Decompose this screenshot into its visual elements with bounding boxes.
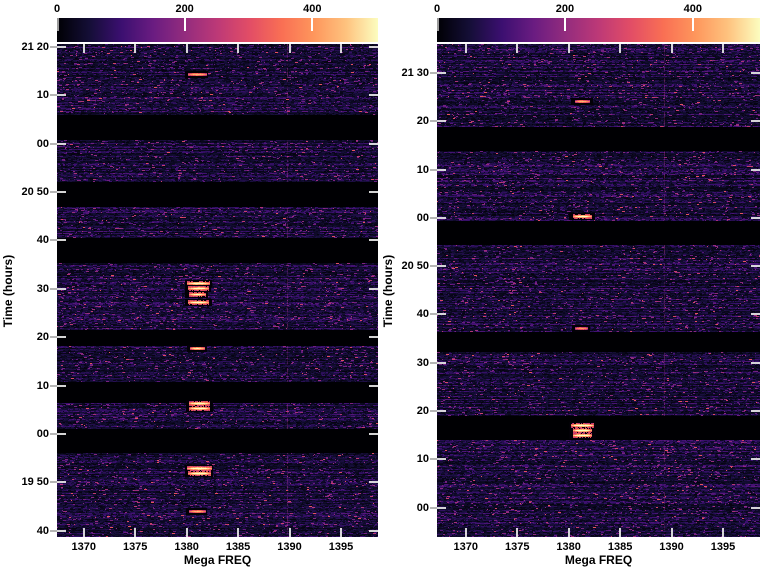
y-tick-stub [430, 120, 437, 122]
y-tick-label: 21 20 [21, 40, 49, 53]
y-tick-label: 10 [36, 379, 49, 392]
x-tick-label: 1390 [659, 541, 684, 553]
colorbar-tick [692, 18, 694, 31]
y-tick-stub [430, 169, 437, 171]
x-tick-label: 1395 [328, 541, 354, 553]
y-tick-stub [50, 481, 57, 483]
x-tick-label: 1395 [710, 541, 736, 553]
y-tick-label: 19 50 [21, 476, 49, 489]
y-tick-label: 40 [416, 308, 429, 321]
colorbar-tick-label: 0 [433, 3, 441, 15]
y-tick-label: 20 [36, 331, 49, 344]
y-tick-label: 10 [416, 453, 429, 466]
colorbar-tick [564, 18, 566, 31]
y-tick-label: 00 [36, 427, 49, 440]
colorbar-left [57, 18, 378, 42]
spectrogram-left [57, 44, 378, 537]
y-tick-stub [50, 385, 57, 387]
colorbar-right [437, 18, 760, 42]
y-tick-label: 40 [36, 524, 49, 537]
colorbar-tick [57, 18, 59, 31]
x-tick-label: 1380 [556, 541, 581, 553]
y-tick-stub [50, 191, 57, 193]
y-tick-label: 20 50 [21, 186, 49, 199]
x-tick-label: 1375 [122, 541, 148, 553]
y-tick-stub [430, 265, 437, 267]
y-tick-stub [430, 217, 437, 219]
colorbar-tick-label: 200 [555, 3, 575, 15]
y-tick-stub [430, 313, 437, 315]
y-tick-label: 00 [36, 137, 49, 150]
x-axis-title: Mega FREQ [564, 553, 633, 567]
y-axis-title: Time (hours) [1, 254, 15, 327]
y-tick-stub [50, 46, 57, 48]
y-tick-label: 30 [416, 356, 429, 369]
colorbar-tick [437, 18, 439, 31]
x-tick-label: 1370 [71, 541, 96, 553]
y-tick-stub [50, 530, 57, 532]
x-axis-title: Mega FREQ [183, 553, 252, 567]
y-axis-title: Time (hours) [381, 254, 395, 327]
colorbar-tick-label: 200 [175, 3, 194, 15]
x-tick-label: 1390 [277, 541, 302, 553]
y-tick-label: 21 30 [401, 66, 429, 79]
y-tick-label: 20 [416, 115, 429, 128]
y-tick-stub [50, 433, 57, 435]
y-tick-label: 00 [416, 211, 429, 224]
x-tick-label: 1370 [453, 541, 479, 553]
colorbar-tick-label: 400 [303, 3, 322, 15]
y-tick-stub [430, 458, 437, 460]
spectrogram-right [437, 44, 760, 537]
y-tick-label: 00 [416, 501, 429, 514]
x-tick-label: 1385 [607, 541, 633, 553]
y-tick-stub [50, 143, 57, 145]
y-tick-label: 10 [36, 89, 49, 102]
y-tick-label: 20 [416, 404, 429, 417]
x-tick-label: 1375 [504, 541, 530, 553]
y-tick-label: 20 50 [401, 260, 429, 273]
y-tick-stub [50, 239, 57, 241]
y-tick-label: 10 [416, 163, 429, 176]
colorbar-tick-label: 0 [53, 3, 61, 15]
y-tick-stub [430, 72, 437, 74]
x-tick-label: 1380 [174, 541, 199, 553]
colorbar-tick [311, 18, 313, 31]
colorbar-tick-label: 400 [683, 3, 703, 15]
y-tick-label: 30 [36, 282, 49, 295]
x-tick-label: 1385 [225, 541, 251, 553]
y-tick-stub [50, 336, 57, 338]
y-tick-stub [50, 288, 57, 290]
y-tick-stub [50, 94, 57, 96]
y-tick-label: 40 [36, 234, 49, 247]
colorbar-tick [184, 18, 186, 31]
y-tick-stub [430, 410, 437, 412]
y-tick-stub [430, 362, 437, 364]
y-tick-stub [430, 507, 437, 509]
